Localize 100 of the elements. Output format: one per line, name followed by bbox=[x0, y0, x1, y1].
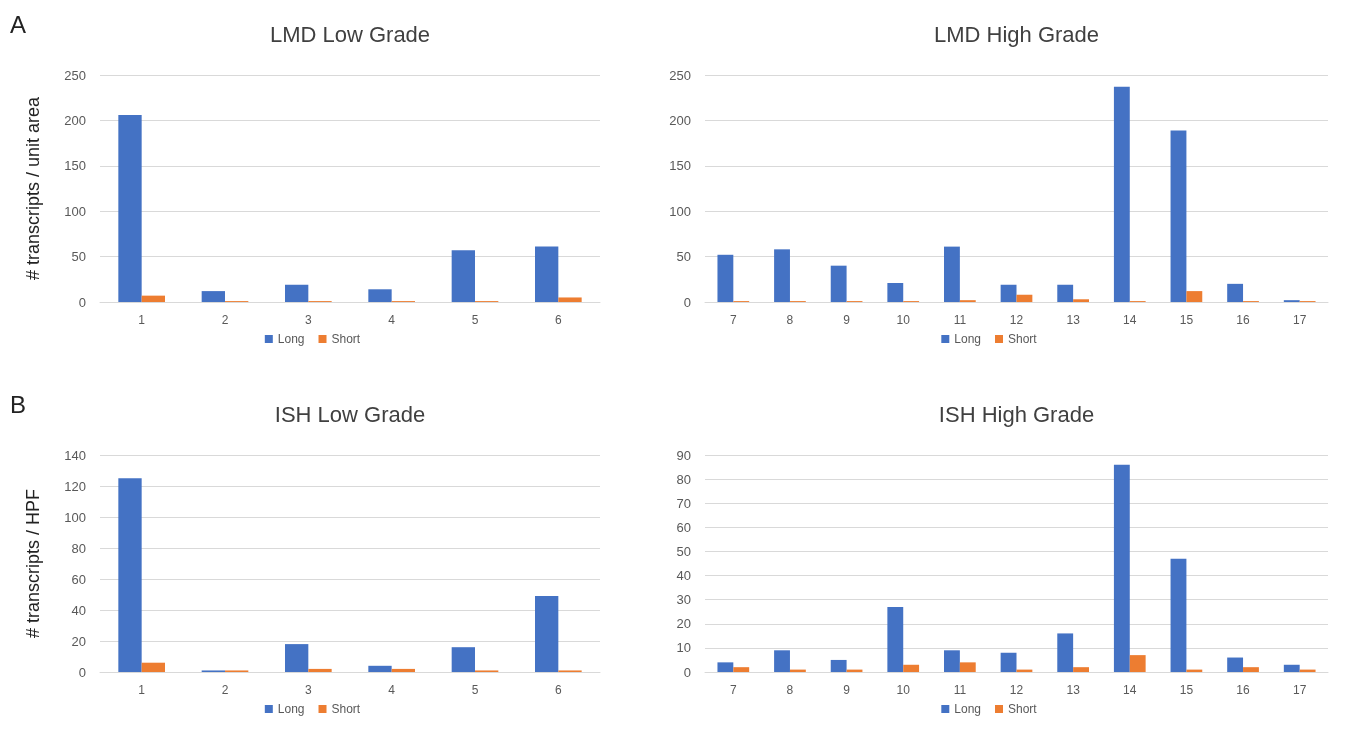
y-tick-label: 100 bbox=[669, 203, 691, 219]
bar bbox=[1057, 633, 1074, 672]
bar bbox=[1113, 464, 1130, 672]
bar bbox=[558, 297, 582, 302]
bar bbox=[535, 596, 559, 672]
legend-label: Short bbox=[1008, 702, 1038, 716]
x-tick-label: 13 bbox=[1066, 683, 1081, 697]
x-tick-label: 15 bbox=[1179, 313, 1194, 327]
x-tick-label: 3 bbox=[304, 683, 312, 697]
bar bbox=[887, 282, 904, 302]
bar bbox=[717, 254, 734, 302]
legend-label: Short bbox=[331, 702, 361, 716]
x-tick-label: 10 bbox=[896, 683, 911, 697]
bar bbox=[1243, 667, 1259, 672]
bar bbox=[944, 246, 960, 302]
y-tick-label: 0 bbox=[78, 294, 86, 310]
bar bbox=[830, 659, 847, 672]
y-tick-label: 50 bbox=[71, 249, 86, 265]
x-tick-label: 5 bbox=[471, 683, 479, 697]
y-tick-label: 0 bbox=[78, 664, 86, 680]
y-tick-label: 50 bbox=[676, 249, 691, 265]
bar bbox=[368, 289, 392, 302]
x-tick-label: 16 bbox=[1236, 313, 1251, 327]
bar bbox=[1227, 283, 1244, 302]
x-tick-label: 10 bbox=[896, 313, 911, 327]
y-tick-label: 200 bbox=[64, 112, 86, 128]
y-tick-label: 40 bbox=[71, 602, 86, 618]
x-tick-label: 1 bbox=[138, 313, 146, 327]
x-tick-label: 2 bbox=[221, 683, 229, 697]
x-tick-label: 14 bbox=[1123, 313, 1137, 327]
bar bbox=[944, 650, 960, 672]
y-tick-label: 20 bbox=[676, 616, 691, 632]
y-tick-label: 250 bbox=[64, 67, 86, 83]
y-tick-label: 0 bbox=[683, 294, 691, 310]
y-tick-label: 30 bbox=[676, 592, 691, 608]
bar bbox=[141, 295, 165, 302]
bar bbox=[903, 664, 920, 672]
x-tick-label: 6 bbox=[554, 683, 562, 697]
x-tick-label: 12 bbox=[1009, 683, 1024, 697]
text: A bbox=[10, 10, 27, 38]
x-tick-label: 15 bbox=[1179, 683, 1194, 697]
bar bbox=[1073, 299, 1089, 302]
chart-title: ISH High Grade bbox=[938, 401, 1095, 427]
y-tick-label: 250 bbox=[669, 67, 691, 83]
x-tick-label: 17 bbox=[1293, 313, 1307, 327]
x-tick-label: 8 bbox=[786, 313, 794, 327]
x-tick-label: 14 bbox=[1123, 683, 1137, 697]
y-tick-label: 70 bbox=[676, 495, 691, 511]
x-tick-label: 3 bbox=[304, 313, 312, 327]
bar bbox=[1113, 86, 1130, 302]
x-tick-label: 17 bbox=[1293, 683, 1307, 697]
y-tick-label: 40 bbox=[676, 568, 691, 584]
bar bbox=[368, 665, 392, 672]
y-tick-label: 90 bbox=[676, 447, 691, 463]
chart-title: ISH Low Grade bbox=[274, 401, 426, 427]
y-tick-label: 150 bbox=[669, 158, 691, 174]
bar bbox=[717, 662, 734, 672]
bar bbox=[1016, 294, 1033, 302]
bar bbox=[1170, 130, 1187, 302]
bar bbox=[887, 606, 904, 672]
x-tick-label: 13 bbox=[1066, 313, 1081, 327]
x-tick-label: 16 bbox=[1236, 683, 1251, 697]
bar bbox=[959, 662, 976, 672]
bar bbox=[201, 291, 225, 302]
x-tick-label: 9 bbox=[843, 683, 851, 697]
y-tick-label: 50 bbox=[676, 543, 691, 559]
y-tick-label: 100 bbox=[64, 203, 86, 219]
y-axis-title: # transcripts / unit area bbox=[23, 95, 43, 281]
x-tick-label: 9 bbox=[843, 313, 851, 327]
x-tick-label: 11 bbox=[953, 313, 967, 327]
x-tick-label: 6 bbox=[554, 313, 562, 327]
x-tick-label: 2 bbox=[221, 313, 229, 327]
y-tick-label: 120 bbox=[64, 478, 86, 494]
y-tick-label: 80 bbox=[71, 540, 86, 556]
y-tick-label: 200 bbox=[669, 112, 691, 128]
y-tick-label: 20 bbox=[71, 633, 86, 649]
bar bbox=[535, 246, 559, 302]
x-tick-label: 8 bbox=[786, 683, 794, 697]
bar bbox=[391, 668, 415, 672]
x-tick-label: 1 bbox=[138, 683, 146, 697]
legend-label: Short bbox=[331, 332, 361, 346]
y-tick-label: 10 bbox=[676, 640, 691, 656]
bar bbox=[118, 114, 142, 302]
x-tick-label: 7 bbox=[729, 683, 737, 697]
bar bbox=[1073, 667, 1089, 672]
legend-label: Long bbox=[954, 332, 982, 346]
bar bbox=[1129, 655, 1146, 672]
x-tick-label: 4 bbox=[388, 313, 396, 327]
bar bbox=[830, 265, 847, 302]
bar bbox=[1170, 558, 1187, 672]
legend-label: Short bbox=[1008, 332, 1038, 346]
x-tick-label: 4 bbox=[388, 683, 396, 697]
bar bbox=[451, 647, 475, 672]
bar bbox=[451, 250, 475, 302]
bar bbox=[118, 478, 142, 672]
bar bbox=[774, 249, 790, 302]
x-tick-label: 12 bbox=[1009, 313, 1024, 327]
x-tick-label: 7 bbox=[729, 313, 737, 327]
y-tick-label: 60 bbox=[71, 571, 86, 587]
chart-title: LMD High Grade bbox=[933, 21, 1100, 47]
